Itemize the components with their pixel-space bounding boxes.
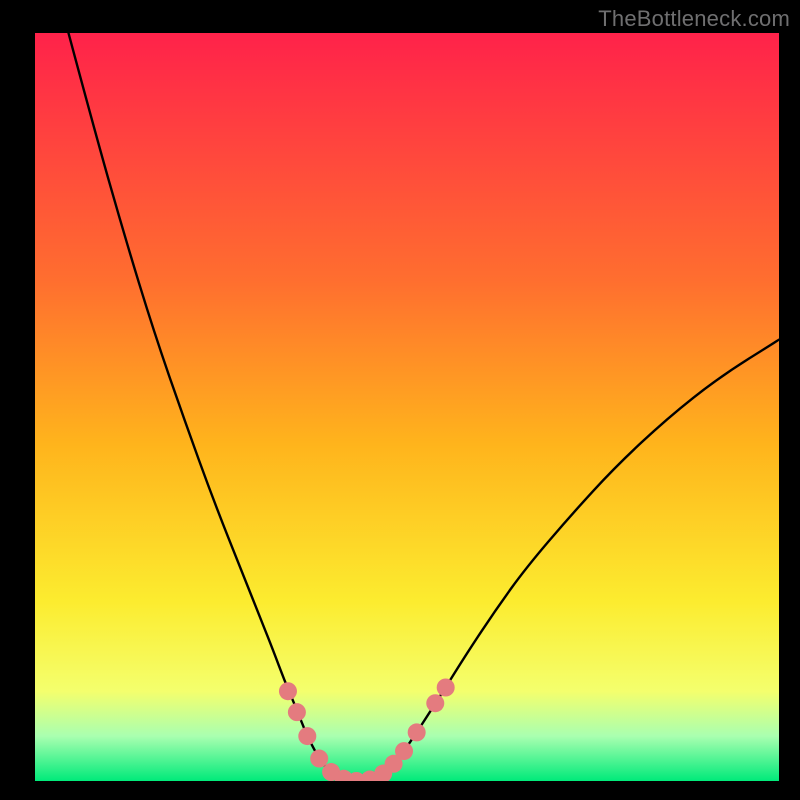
highlight-dot — [437, 679, 455, 697]
chart-background — [35, 33, 779, 781]
bottleneck-curve-chart — [35, 33, 779, 781]
highlight-dots — [279, 679, 455, 782]
highlight-dot — [310, 750, 328, 768]
watermark-text: TheBottleneck.com — [598, 6, 790, 32]
highlight-dot — [288, 703, 306, 721]
highlight-dot — [408, 723, 426, 741]
highlight-dot — [298, 727, 316, 745]
performance-curve — [68, 33, 779, 781]
highlight-dot — [279, 682, 297, 700]
highlight-dot — [395, 742, 413, 760]
highlight-dot — [426, 694, 444, 712]
